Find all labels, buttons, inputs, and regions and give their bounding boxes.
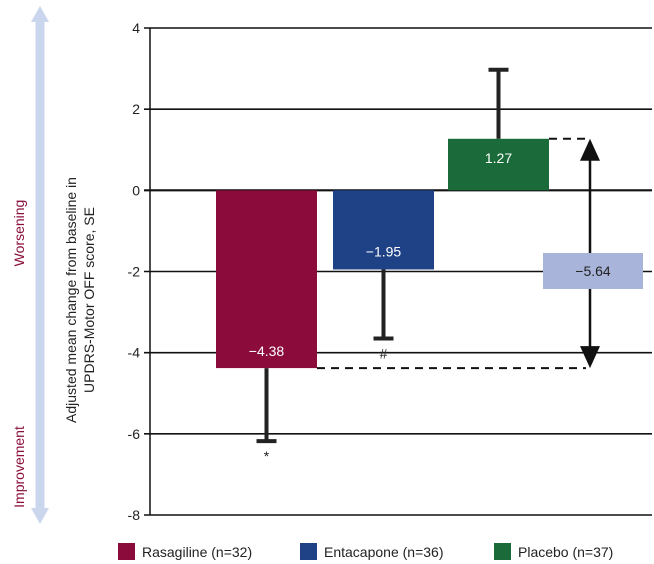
legend: Rasagiline (n=32) Entacapone (n=36) Placeb… <box>118 543 613 560</box>
side-arrow-up-head <box>31 6 49 22</box>
legend-item-placebo-n-37: Placebo (n=37) <box>494 543 613 560</box>
bar-value-label: 1.27 <box>485 150 512 166</box>
side-labels: Worsening Improvement <box>11 200 27 508</box>
bar-value-label: −4.38 <box>249 343 285 359</box>
bar-group-placebo-n-37: 1.27 <box>448 67 549 191</box>
difference-arrow-down-head <box>580 346 600 369</box>
side-arrow-down-head <box>31 508 49 524</box>
y-axis-label: Adjusted mean change from baseline in UP… <box>63 177 97 423</box>
legend-label: Rasagiline (n=32) <box>142 544 252 560</box>
bar-value-label: −1.95 <box>366 243 402 259</box>
legend-label: Placebo (n=37) <box>518 544 613 560</box>
difference-arrow-up-head <box>580 138 600 161</box>
bars: −4.38 * −1.95 #1.27 <box>216 67 549 464</box>
difference-annotation: −5.64 <box>317 137 643 370</box>
significance-marker: # <box>380 345 388 361</box>
y-axis-ticks: 4 2 0 -2 -4 -6 -8 <box>128 20 141 523</box>
improvement-label: Improvement <box>11 426 27 508</box>
bar-group-entacapone-n-36: −1.95 # <box>333 190 434 361</box>
worsening-label: Worsening <box>11 200 27 267</box>
legend-swatch <box>494 543 511 560</box>
difference-box <box>543 253 643 289</box>
bar <box>216 190 317 369</box>
bar <box>448 138 549 191</box>
y-tick-label: -4 <box>128 345 141 361</box>
legend-label: Entacapone (n=36) <box>324 544 443 560</box>
bar <box>333 190 434 270</box>
significance-marker: * <box>264 448 270 464</box>
legend-swatch <box>300 543 317 560</box>
legend-item-rasagiline-n-32: Rasagiline (n=32) <box>118 543 252 560</box>
y-tick-label: -2 <box>128 264 141 280</box>
bar-group-rasagiline-n-32: −4.38 * <box>216 190 317 464</box>
difference-value-label: −5.64 <box>575 263 611 279</box>
legend-item-entacapone-n-36: Entacapone (n=36) <box>300 543 443 560</box>
y-tick-label: -8 <box>128 507 141 523</box>
side-arrow <box>31 6 49 524</box>
y-axis-label-line-2: UPDRS-Motor OFF score, SE <box>81 207 97 393</box>
y-tick-label: 2 <box>132 101 140 117</box>
y-tick-label: 0 <box>132 182 140 198</box>
y-axis-label-line-1: Adjusted mean change from baseline in <box>63 177 79 423</box>
y-tick-label: 4 <box>132 20 140 36</box>
legend-swatch <box>118 543 135 560</box>
y-tick-label: -6 <box>128 426 141 442</box>
